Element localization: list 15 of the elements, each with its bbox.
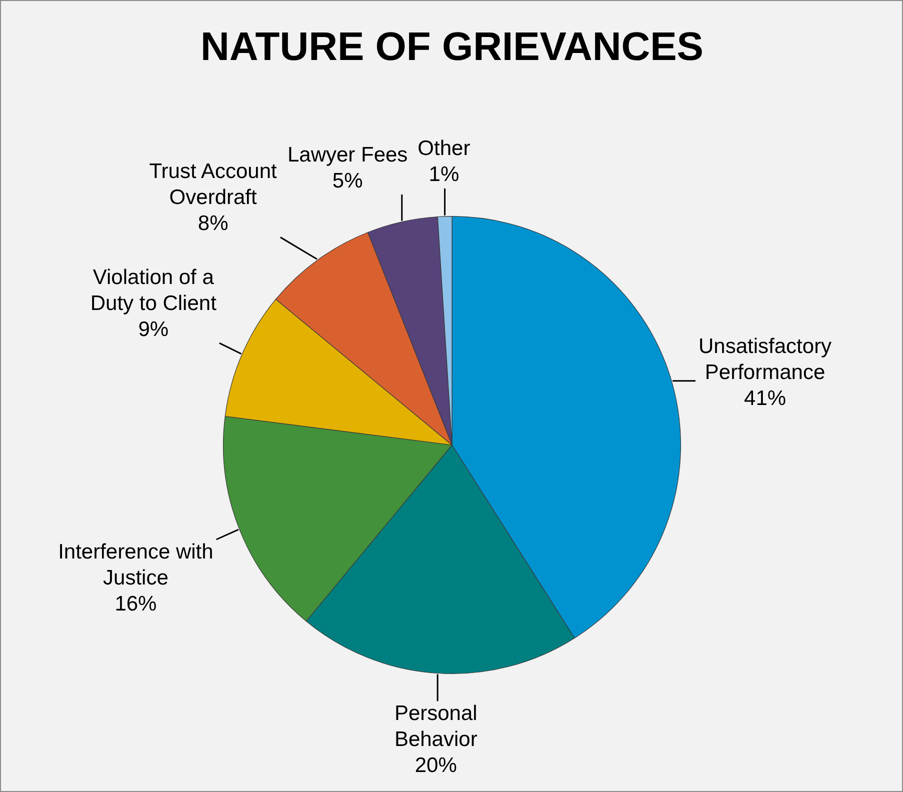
- slice-label: Lawyer Fees: [287, 143, 408, 166]
- chart-title: NATURE OF GRIEVANCES: [200, 25, 704, 70]
- data-label: 9%: [138, 318, 169, 341]
- slice-label: Unsatisfactory Performance: [698, 335, 832, 384]
- data-label: 16%: [114, 592, 157, 616]
- slice-label: Other: [418, 137, 470, 160]
- slice-label: Trust Account Overdraft: [149, 160, 278, 210]
- slice-label: Personal Behavior: [394, 702, 478, 751]
- data-label: 1%: [428, 163, 460, 186]
- slice-label: Violation of a Duty to Client: [90, 266, 217, 315]
- data-label: 41%: [744, 387, 786, 410]
- data-label: 20%: [414, 754, 457, 777]
- data-label: 8%: [198, 212, 228, 236]
- slice-label: Interference with Justice: [58, 540, 214, 590]
- data-label: 5%: [332, 169, 363, 192]
